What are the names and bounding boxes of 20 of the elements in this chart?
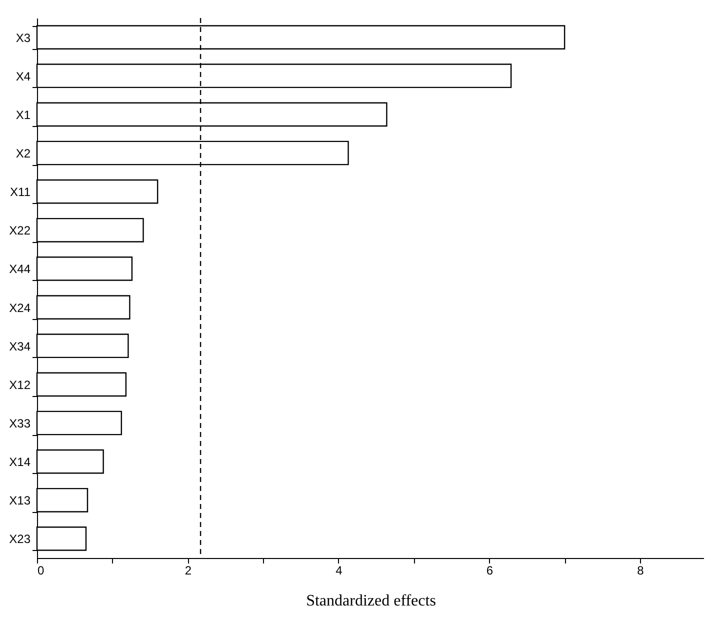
x-tick-label: 4 [336, 564, 343, 578]
y-tick-label: X12 [9, 378, 31, 392]
x-tick-label: 8 [637, 564, 644, 578]
y-tick-label: X1 [16, 108, 31, 122]
x-axis-title: Standardized effects [306, 592, 436, 610]
y-tick-label: X23 [9, 532, 31, 546]
y-tick-label: X11 [10, 185, 31, 200]
x-tick-label: 6 [486, 564, 494, 578]
y-tick-label: X33 [9, 416, 31, 430]
y-tick-label: X44 [9, 262, 31, 276]
y-tick-label: X2 [16, 146, 31, 160]
y-tick-label: X13 [9, 494, 31, 508]
y-tick-label: X14 [9, 455, 31, 470]
y-tick-label: X3 [16, 30, 31, 45]
y-tick-label: X24 [9, 300, 31, 315]
y-tick-label: X22 [9, 224, 31, 238]
y-tick-label: X4 [16, 69, 31, 84]
x-tick-label: 2 [184, 564, 192, 578]
x-tick-label: 0 [38, 564, 44, 578]
y-tick-label: X34 [9, 339, 31, 354]
